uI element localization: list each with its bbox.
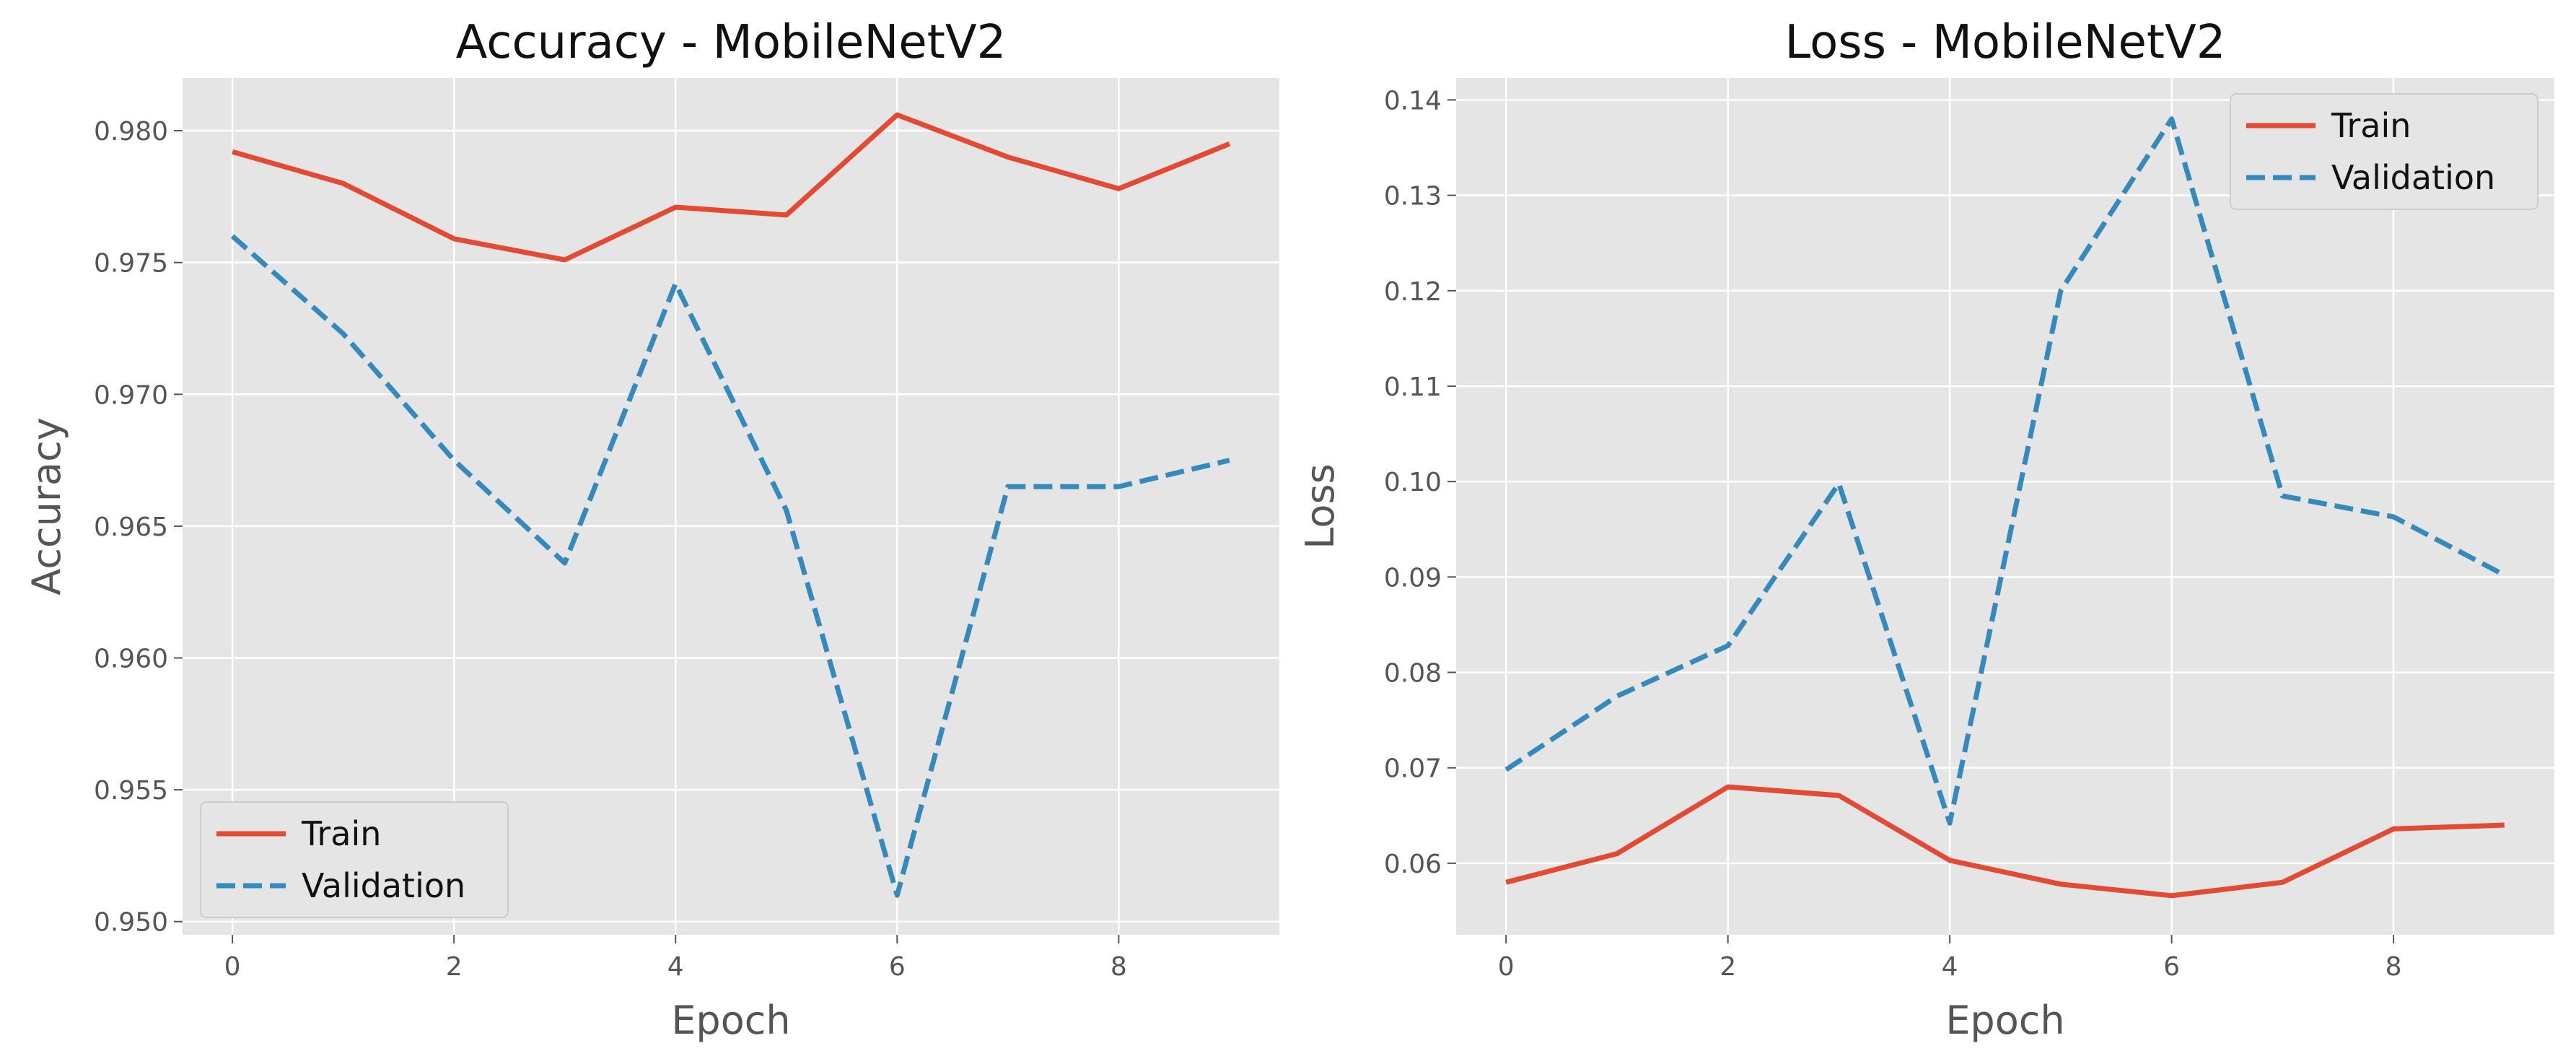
plot-area [183, 78, 1279, 935]
chart-title: Accuracy - MobileNetV2 [456, 16, 1007, 69]
legend-label: Validation [2331, 158, 2495, 197]
legend-label: Train [2331, 106, 2411, 145]
y-tick-label: 0.09 [1384, 563, 1442, 593]
x-tick-label: 2 [1719, 952, 1736, 982]
y-axis-title: Loss [1297, 463, 1343, 549]
x-tick-label: 4 [667, 952, 684, 982]
x-axis-title: Epoch [1945, 998, 2064, 1043]
legend-label: Train [301, 814, 381, 853]
y-tick-label: 0.950 [94, 908, 168, 938]
series-line-train [232, 112, 1231, 263]
y-tick-label: 0.08 [1384, 658, 1442, 688]
y-tick-label: 0.06 [1384, 850, 1442, 879]
y-tick-label: 0.14 [1384, 86, 1442, 115]
y-tick-label: 0.965 [94, 513, 168, 542]
series-line-validation [230, 234, 1230, 898]
legend-label: Validation [302, 866, 465, 905]
x-tick-label: 2 [446, 952, 463, 982]
loss-chart: 0.06 0.07 0.08 0.09 0.10 0.11 0.12 0.13 0.14 0 2 4 6… [1297, 16, 2554, 1043]
x-axis-title: Epoch [671, 998, 790, 1043]
series-line-train [1505, 784, 2505, 899]
series-line-validation [1504, 116, 2506, 826]
y-tick-label: 0.12 [1384, 277, 1442, 307]
x-tick-label: 0 [1498, 952, 1515, 982]
x-tick-label: 6 [2163, 952, 2180, 982]
x-tick-label: 4 [1942, 952, 1958, 982]
y-tick-label: 0.975 [94, 249, 168, 279]
y-tick-label: 0.970 [94, 380, 168, 410]
y-tick-label: 0.13 [1384, 182, 1442, 212]
legend: Train Validation [200, 801, 509, 918]
legend-frame [200, 801, 509, 918]
plot-area [1456, 78, 2554, 935]
x-tick-label: 8 [2386, 952, 2402, 982]
x-tick-label: 8 [1110, 952, 1127, 982]
chart-title: Loss - MobileNetV2 [1785, 16, 2226, 69]
y-tick-label: 0.07 [1384, 754, 1442, 784]
y-tick-label: 0.980 [94, 117, 168, 147]
legend: Train Validation [2230, 93, 2538, 210]
y-tick-label: 0.955 [94, 776, 168, 806]
y-tick-label: 0.10 [1384, 468, 1442, 497]
legend-frame [2230, 93, 2538, 210]
y-tick-label: 0.11 [1384, 372, 1442, 402]
x-tick-label: 0 [224, 952, 241, 982]
y-axis-title: Accuracy [24, 417, 69, 596]
accuracy-chart: 0.950 0.955 0.960 0.965 0.970 0.975 0.980 0 2 4 6 8… [24, 16, 1279, 1043]
y-tick-label: 0.960 [94, 645, 168, 674]
x-tick-label: 6 [889, 952, 906, 982]
